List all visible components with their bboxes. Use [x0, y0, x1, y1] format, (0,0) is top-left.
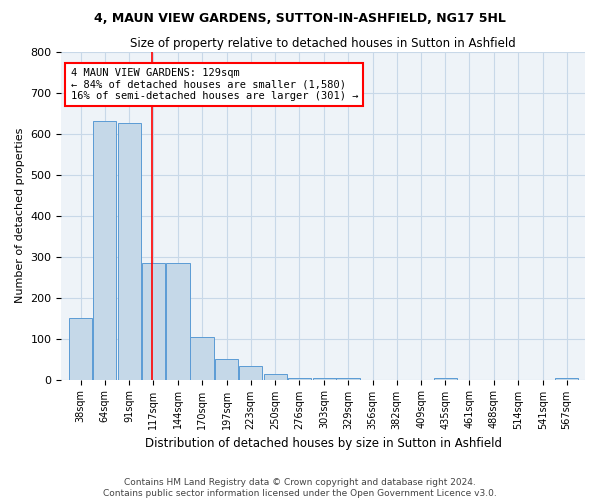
Bar: [337, 378, 359, 380]
Bar: [555, 378, 578, 380]
Bar: [142, 263, 165, 380]
Bar: [264, 374, 287, 380]
Bar: [93, 120, 116, 380]
Bar: [288, 378, 311, 380]
Title: Size of property relative to detached houses in Sutton in Ashfield: Size of property relative to detached ho…: [130, 38, 516, 51]
Bar: [239, 366, 262, 380]
Bar: [313, 378, 335, 380]
X-axis label: Distribution of detached houses by size in Sutton in Ashfield: Distribution of detached houses by size …: [145, 437, 502, 450]
Bar: [434, 378, 457, 380]
Bar: [118, 122, 141, 380]
Text: 4 MAUN VIEW GARDENS: 129sqm
← 84% of detached houses are smaller (1,580)
16% of : 4 MAUN VIEW GARDENS: 129sqm ← 84% of det…: [71, 68, 358, 102]
Y-axis label: Number of detached properties: Number of detached properties: [15, 128, 25, 304]
Text: 4, MAUN VIEW GARDENS, SUTTON-IN-ASHFIELD, NG17 5HL: 4, MAUN VIEW GARDENS, SUTTON-IN-ASHFIELD…: [94, 12, 506, 26]
Bar: [215, 359, 238, 380]
Bar: [166, 263, 190, 380]
Text: Contains HM Land Registry data © Crown copyright and database right 2024.
Contai: Contains HM Land Registry data © Crown c…: [103, 478, 497, 498]
Bar: [190, 336, 214, 380]
Bar: [69, 318, 92, 380]
